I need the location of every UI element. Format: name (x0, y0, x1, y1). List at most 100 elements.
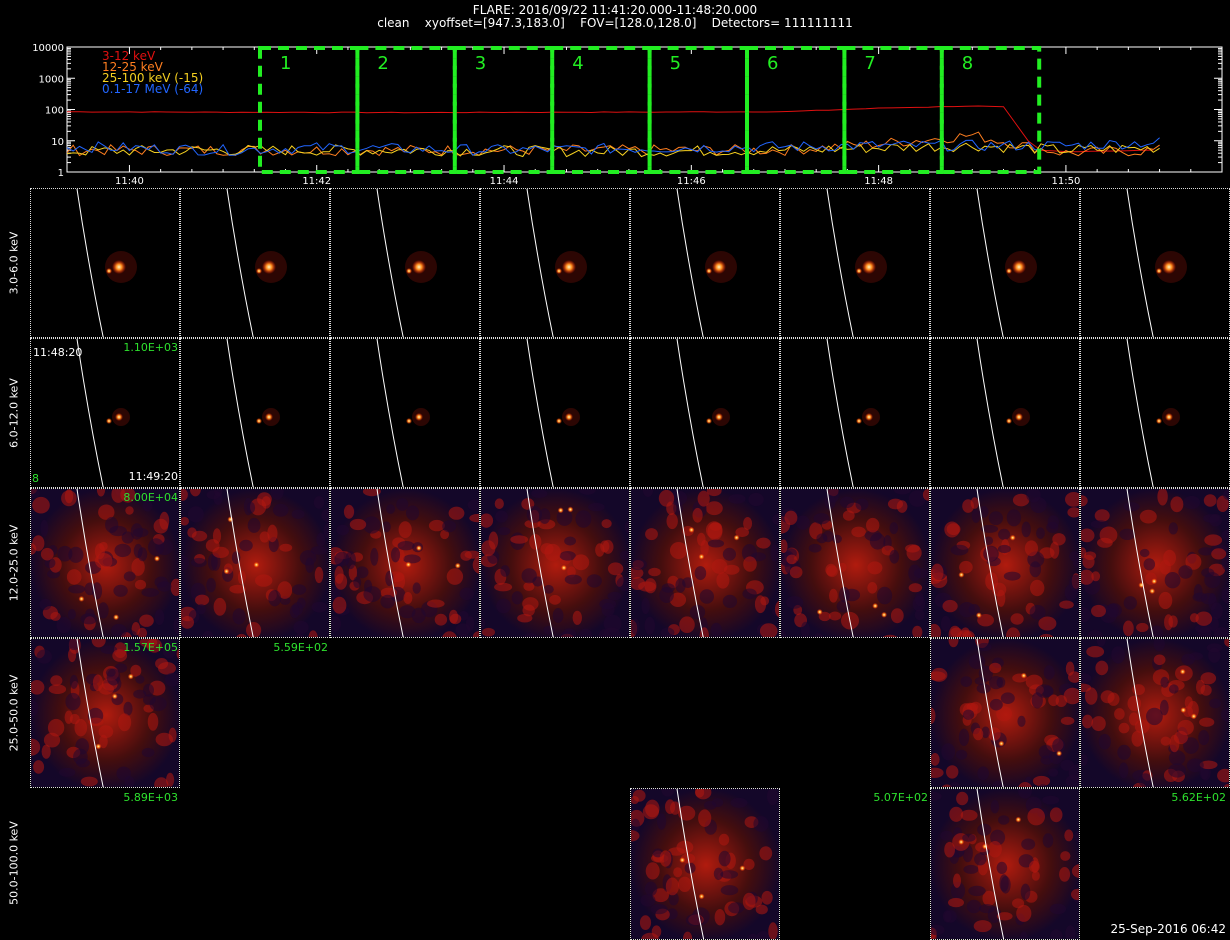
noise-blob (65, 692, 81, 711)
solar-limb-curve (676, 189, 704, 337)
interval-label: 7 (864, 53, 875, 74)
noise-blob (1016, 904, 1032, 922)
noise-blob (428, 519, 445, 532)
noise-blob (968, 885, 986, 897)
noise-blob (1081, 607, 1092, 623)
noise-blob (961, 627, 970, 637)
noise-blob (931, 924, 945, 936)
noise-blob (893, 489, 912, 495)
noise-blob (572, 554, 590, 571)
panel-time-end: 11:49:20 (128, 470, 178, 483)
noise-blob (552, 608, 564, 623)
solar-limb-curve (826, 489, 854, 637)
noise-blob (931, 753, 940, 766)
noise-blob (931, 671, 946, 681)
noise-blob (497, 527, 511, 536)
noise-blob (1178, 565, 1193, 579)
noise-blob (1183, 737, 1199, 754)
noise-blob (572, 610, 582, 625)
noise-blob (1094, 509, 1110, 522)
solar-limb-curve (376, 189, 404, 337)
noise-blob (36, 649, 52, 664)
noise-blob (130, 523, 143, 540)
noise-blob (121, 531, 134, 544)
noise-blob (98, 504, 115, 520)
noise-blob (889, 522, 899, 535)
noise-blob (1096, 639, 1106, 647)
noise-blob (959, 560, 973, 574)
noise-blob (381, 521, 391, 533)
noise-blob (645, 528, 658, 541)
noise-blob (543, 584, 554, 594)
noise-blob (353, 576, 362, 588)
image-panel (630, 488, 780, 638)
noise-blob (80, 613, 98, 625)
noise-blob (1000, 692, 1015, 704)
noise-blob (1198, 547, 1214, 556)
noise-blob (1221, 555, 1229, 572)
noise-blob (191, 557, 207, 568)
noise-blob (962, 709, 975, 720)
x-tick-label: 11:46 (677, 176, 706, 187)
noise-blob (1026, 489, 1041, 503)
noise-blob (363, 516, 381, 534)
noise-blob (467, 499, 479, 511)
noise-blob (1069, 574, 1079, 592)
noise-blob (363, 586, 382, 602)
noise-blob (851, 526, 866, 538)
solar-limb-curve (226, 189, 254, 337)
noise-blob (882, 634, 898, 637)
noise-blob (1043, 665, 1055, 680)
noise-blob (66, 569, 82, 585)
noise-blob (212, 546, 229, 558)
legend-entry: 3-12 keV (102, 49, 156, 63)
noise-blob (905, 544, 920, 553)
noise-blob (601, 519, 612, 529)
image-panel (30, 338, 180, 488)
noise-blob (728, 902, 745, 914)
noise-blob (948, 639, 959, 648)
noise-blob (1029, 860, 1040, 873)
solar-limb-curve (826, 339, 854, 487)
interval-box-7 (842, 46, 944, 174)
solar-limb-curve (1126, 189, 1154, 337)
noise-blob (989, 662, 1002, 674)
noise-blob (756, 537, 771, 549)
interval-box-6 (745, 46, 847, 174)
noise-blob (472, 556, 479, 574)
noise-blob (877, 586, 893, 605)
noise-blob (908, 583, 923, 593)
noise-blob (1037, 784, 1049, 787)
noise-blob (48, 684, 67, 694)
source-dot (1180, 707, 1187, 714)
noise-blob (1031, 692, 1043, 709)
row-label: 50.0-100.0 keV (0, 788, 28, 938)
noise-blob (963, 864, 979, 874)
noise-blob (246, 622, 262, 637)
noise-blob (990, 800, 1000, 814)
noise-blob (1220, 707, 1229, 722)
noise-blob (1157, 489, 1168, 506)
noise-blob (969, 701, 982, 714)
noise-blob (996, 589, 1006, 607)
image-panel (180, 338, 330, 488)
noise-blob (464, 550, 479, 559)
interval-label: 8 (962, 53, 973, 74)
noise-blob (713, 867, 724, 880)
noise-blob (616, 576, 629, 592)
solar-limb-curve (526, 189, 554, 337)
noise-blob (720, 870, 739, 879)
legend-entry: 0.1-17 MeV (-64) (102, 82, 203, 96)
noise-blob (931, 707, 936, 724)
source-blob (1015, 413, 1023, 421)
noise-blob (650, 904, 668, 915)
noise-blob (523, 632, 538, 637)
noise-blob (931, 563, 944, 582)
noise-blob (973, 727, 984, 741)
noise-blob (641, 597, 650, 615)
noise-blob (1198, 730, 1210, 746)
noise-blob (1021, 838, 1036, 850)
source-dot (1190, 713, 1197, 720)
source-dot (113, 614, 120, 621)
noise-blob (962, 833, 976, 842)
